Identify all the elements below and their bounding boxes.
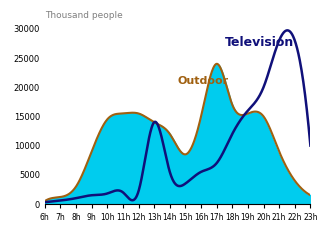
Text: Television: Television [224, 36, 294, 49]
Text: Thousand people: Thousand people [45, 11, 123, 20]
Text: Outdoor: Outdoor [178, 76, 229, 86]
